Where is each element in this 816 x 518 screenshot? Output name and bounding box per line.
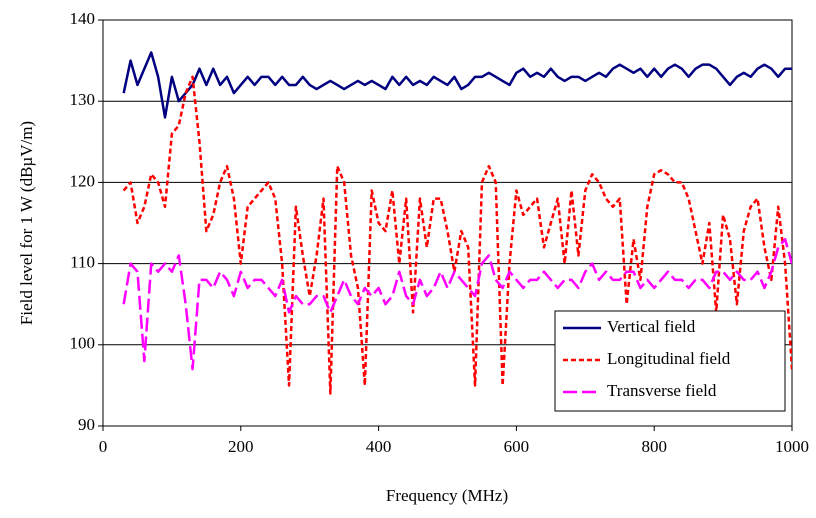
- x-tick-label: 600: [504, 437, 530, 456]
- series-line: [122, 51, 792, 119]
- series-line: [122, 237, 792, 371]
- y-tick-label: 90: [78, 415, 95, 434]
- y-tick-label: 120: [70, 171, 96, 190]
- legend-label: Transverse field: [607, 381, 717, 400]
- series-line: [122, 75, 792, 395]
- x-tick-label: 0: [99, 437, 108, 456]
- y-tick-label: 130: [70, 90, 96, 109]
- x-tick-label: 800: [641, 437, 667, 456]
- x-tick-label: 1000: [775, 437, 809, 456]
- x-tick-label: 200: [228, 437, 254, 456]
- y-tick-label: 100: [70, 334, 96, 353]
- legend-label: Vertical field: [607, 317, 696, 336]
- y-tick-label: 110: [70, 253, 95, 272]
- y-axis-title: Field level for 1 W (dBµV/m): [17, 121, 36, 325]
- legend-label: Longitudinal field: [607, 349, 731, 368]
- x-tick-label: 400: [366, 437, 392, 456]
- x-axis-title: Frequency (MHz): [386, 486, 508, 505]
- y-tick-label: 140: [70, 9, 96, 28]
